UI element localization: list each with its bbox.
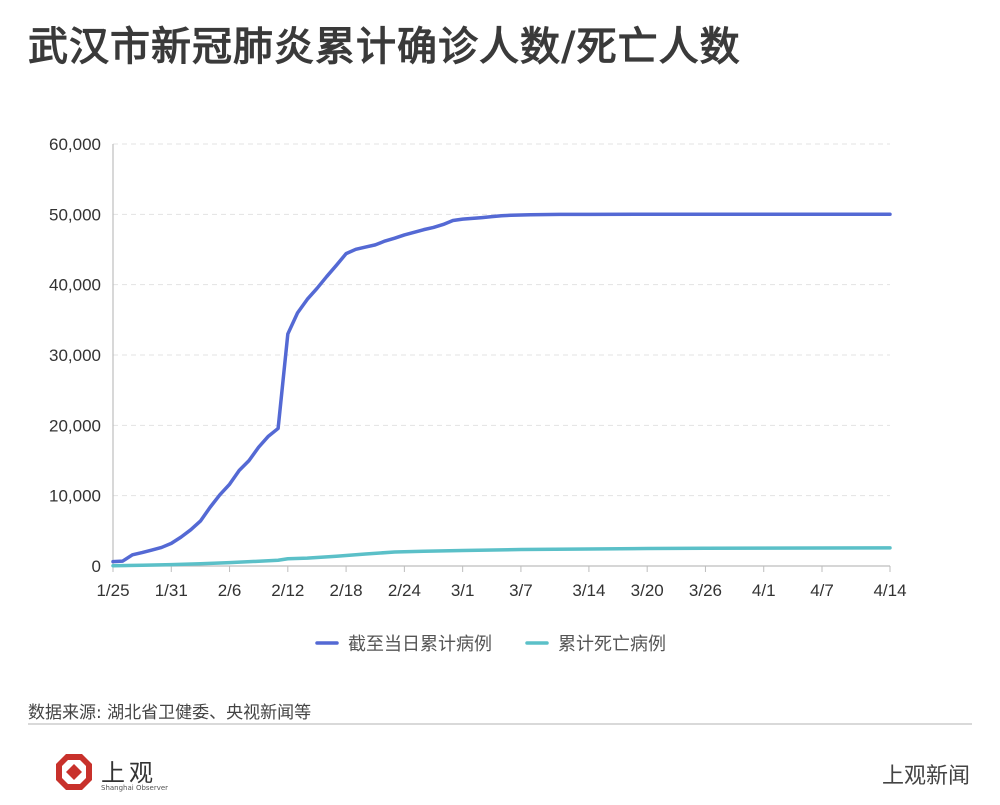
- legend-item-deaths[interactable]: 累计死亡病例: [525, 634, 666, 655]
- y-tick-label: 60,000: [49, 135, 101, 154]
- logo-text-en: Shanghai Observer: [101, 784, 169, 792]
- x-tick-label: 2/24: [388, 581, 421, 600]
- x-tick-label: 4/1: [752, 581, 776, 600]
- series-line-confirmed: [111, 212, 892, 564]
- x-tick-label: 3/14: [572, 581, 605, 600]
- legend-label: 累计死亡病例: [558, 634, 666, 655]
- x-tick-label: 1/31: [155, 581, 188, 600]
- y-tick-label: 50,000: [49, 205, 101, 224]
- x-tick-label: 3/26: [689, 581, 722, 600]
- grid-layer: [113, 143, 890, 497]
- x-tick-label: 2/18: [330, 581, 363, 600]
- y-tick-label: 20,000: [49, 416, 101, 435]
- chart-title: 武汉市新冠肺炎累计确诊人数/死亡人数: [28, 24, 741, 70]
- x-tick-label: 2/12: [271, 581, 304, 600]
- legend: 截至当日累计病例 累计死亡病例: [315, 634, 666, 655]
- x-tick-label: 3/20: [631, 581, 664, 600]
- data-source-note: 数据来源: 湖北省卫健委、央视新闻等: [28, 703, 312, 723]
- line-chart: 0 10,000 20,000 30,000 40,000 50,000 60,000 1/2…: [49, 135, 907, 655]
- y-tick-label: 30,000: [49, 346, 101, 365]
- x-tick-label: 4/7: [810, 581, 834, 600]
- logo-text-cn: 上观: [101, 759, 157, 787]
- series-line-deaths: [111, 546, 892, 568]
- x-tick-label: 4/14: [873, 581, 906, 600]
- series-layer: [111, 212, 892, 568]
- footer-divider: [28, 723, 972, 725]
- x-tick-label: 3/1: [451, 581, 475, 600]
- y-tick-label: 0: [92, 557, 101, 576]
- shanghai-observer-logo-icon: [56, 754, 92, 790]
- x-tick-label: 3/7: [509, 581, 533, 600]
- legend-item-confirmed[interactable]: 截至当日累计病例: [315, 634, 492, 655]
- y-tick-label: 40,000: [49, 276, 101, 295]
- x-tick-label: 2/6: [218, 581, 242, 600]
- x-tick-label: 1/25: [96, 581, 129, 600]
- brand-name: 上观新闻: [881, 764, 970, 789]
- y-tick-label: 10,000: [49, 487, 101, 506]
- legend-label: 截至当日累计病例: [348, 634, 492, 655]
- axis-layer: 0 10,000 20,000 30,000 40,000 50,000 60,000 1/2…: [49, 135, 907, 600]
